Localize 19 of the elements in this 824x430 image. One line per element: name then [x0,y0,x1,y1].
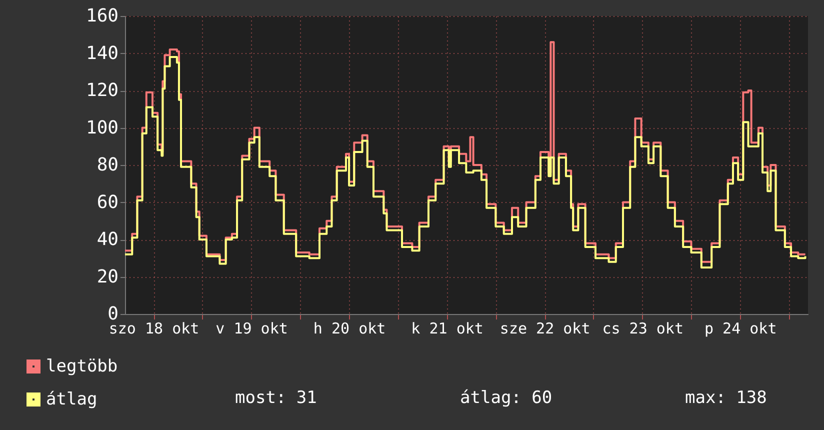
x-tick-label: p 24 okt [704,320,777,338]
text: most: 31 [235,388,317,408]
x-tick-label: cs 23 okt [602,320,684,338]
y-tick-label: 160 [86,6,118,26]
x-tick-label: k 21 okt [411,320,484,338]
y-tick-label: 120 [86,80,118,101]
y-tick-label: 100 [86,117,118,138]
legend-label: legtöbb [46,356,118,376]
x-tick-label: sze 22 okt [500,320,590,338]
y-tick-label: 60 [96,192,118,213]
x-tick-label: v 19 okt [216,320,288,338]
text: átlag: 60 [460,388,552,408]
text: max: 138 [685,388,767,408]
x-tick-label: h 20 okt [313,320,386,338]
legend-label: átlag [46,390,98,410]
y-tick-label: 80 [96,154,118,176]
y-tick-label: 20 [96,266,118,288]
y-tick-label: 140 [86,42,118,64]
y-tick-label: 40 [96,229,118,250]
